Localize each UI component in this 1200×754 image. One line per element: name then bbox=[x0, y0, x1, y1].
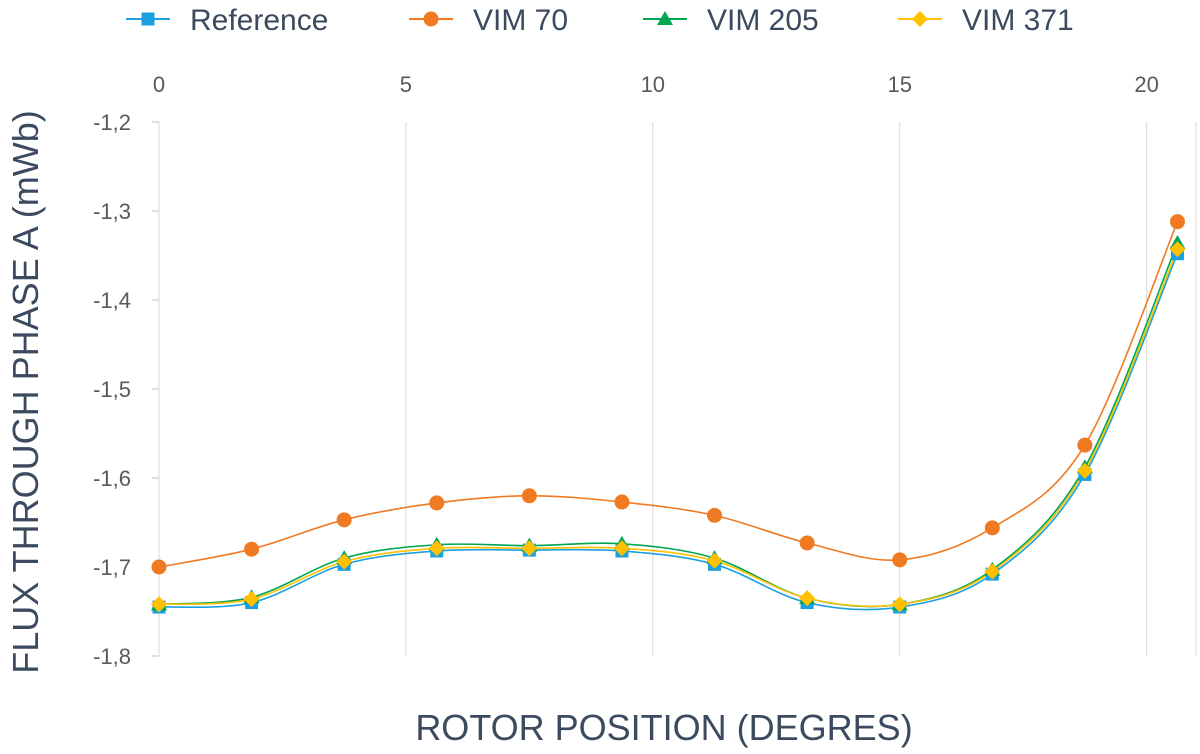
series-markers-vim-205 bbox=[151, 235, 1186, 611]
data-point-vim-371 bbox=[706, 552, 723, 569]
series-line-vim-70 bbox=[158, 221, 1179, 568]
series-line-reference bbox=[158, 253, 1179, 611]
x-axis-title: ROTOR POSITION (DEGRES) bbox=[415, 707, 912, 748]
legend-label: VIM 205 bbox=[707, 4, 819, 37]
series-lines bbox=[158, 221, 1179, 611]
data-point-vim-70 bbox=[244, 541, 260, 557]
series-markers-reference bbox=[152, 247, 1184, 614]
data-point-vim-371 bbox=[336, 553, 353, 570]
data-point-vim-371 bbox=[613, 540, 630, 557]
legend-label: Reference bbox=[190, 4, 328, 37]
data-point-vim-70 bbox=[1169, 214, 1185, 230]
data-point-vim-371 bbox=[891, 596, 908, 613]
data-point-vim-371 bbox=[151, 596, 167, 613]
y-axis-ticks: -1,2 -1,3 -1,4 -1,5 -1,6 -1,7 -1,8 bbox=[93, 110, 159, 669]
data-point-vim-371 bbox=[243, 591, 260, 608]
data-point-vim-371 bbox=[1169, 241, 1186, 258]
data-point-vim-70 bbox=[707, 507, 723, 523]
series-line-vim-371 bbox=[158, 248, 1179, 608]
series-markers-vim-371 bbox=[151, 241, 1186, 613]
legend-marker bbox=[657, 11, 673, 25]
y-tick-label: -1,5 bbox=[93, 377, 131, 402]
legend-marker bbox=[423, 11, 439, 27]
data-point-vim-70 bbox=[614, 494, 630, 510]
data-point-vim-70 bbox=[984, 520, 1000, 536]
y-tick-label: -1,7 bbox=[93, 555, 131, 580]
data-point-vim-371 bbox=[799, 590, 816, 607]
x-tick-label: 15 bbox=[887, 72, 911, 97]
x-tick-label: 10 bbox=[641, 72, 665, 97]
data-point-vim-70 bbox=[799, 535, 815, 551]
data-point-vim-70 bbox=[336, 512, 352, 528]
data-point-vim-70 bbox=[151, 559, 167, 575]
data-point-vim-70 bbox=[892, 552, 908, 568]
y-tick-label: -1,6 bbox=[93, 466, 131, 491]
x-tick-label: 0 bbox=[153, 72, 165, 97]
legend-label: VIM 70 bbox=[473, 4, 568, 37]
data-point-vim-371 bbox=[1076, 462, 1093, 479]
legend-item-vim-205: VIM 205 bbox=[643, 4, 819, 37]
data-point-vim-371 bbox=[521, 540, 538, 557]
y-tick-label: -1,8 bbox=[93, 644, 131, 669]
data-point-vim-70 bbox=[1077, 437, 1093, 453]
y-tick-label: -1,2 bbox=[93, 110, 131, 135]
legend-item-vim-70: VIM 70 bbox=[409, 4, 568, 37]
y-tick-label: -1,3 bbox=[93, 199, 131, 224]
data-point-vim-371 bbox=[984, 563, 1001, 580]
y-axis-title: FLUX THROUGH PHASE A (mWb) bbox=[5, 110, 46, 673]
data-point-vim-70 bbox=[521, 488, 537, 504]
legend-item-vim-371: VIM 371 bbox=[898, 4, 1074, 37]
data-point-vim-70 bbox=[429, 495, 445, 511]
legend-marker bbox=[141, 12, 155, 26]
x-axis-ticks: 0 5 10 15 20 bbox=[153, 72, 1159, 97]
x-tick-label: 20 bbox=[1134, 72, 1158, 97]
x-tick-label: 5 bbox=[400, 72, 412, 97]
legend-marker bbox=[912, 11, 928, 27]
legend: Reference VIM 70 VIM 205 VIM 371 bbox=[126, 4, 1074, 37]
legend-label: VIM 371 bbox=[962, 4, 1074, 37]
legend-item-reference: Reference bbox=[126, 4, 328, 37]
series-markers bbox=[151, 214, 1186, 614]
data-point-vim-371 bbox=[428, 540, 445, 557]
series-markers-vim-70 bbox=[151, 214, 1185, 575]
y-tick-label: -1,4 bbox=[93, 288, 131, 313]
